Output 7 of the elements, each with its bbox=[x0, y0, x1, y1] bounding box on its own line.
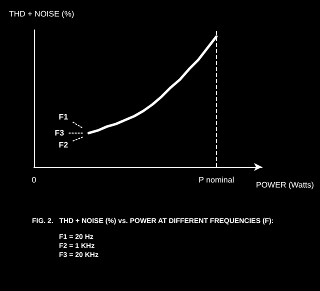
annotation: F1 bbox=[58, 112, 69, 122]
x-tick-label: P nominal bbox=[198, 176, 234, 184]
x-tick-label: 0 bbox=[32, 176, 37, 184]
x-axis-title: POWER (Watts) bbox=[256, 180, 314, 190]
y-axis-title: THD + NOISE (%) bbox=[9, 10, 74, 18]
annotation: F3 bbox=[54, 128, 65, 138]
annotation: F2 bbox=[58, 140, 69, 150]
